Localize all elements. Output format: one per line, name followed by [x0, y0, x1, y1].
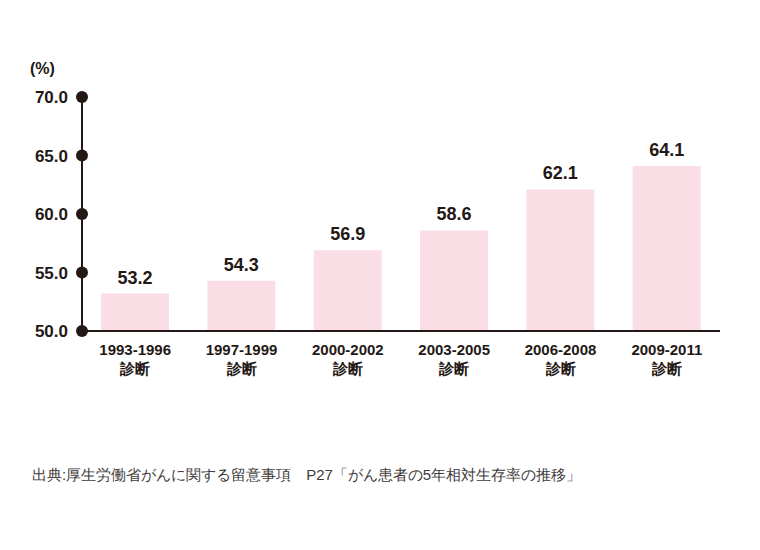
- svg-text:1993-1996診断: 1993-1996診断: [99, 341, 171, 377]
- svg-text:2009-2011診断: 2009-2011診断: [631, 341, 702, 377]
- svg-text:2006-2008診断: 2006-2008診断: [525, 341, 597, 377]
- svg-text:2003-2005診断: 2003-2005診断: [418, 341, 490, 377]
- svg-text:64.1: 64.1: [649, 140, 684, 160]
- svg-text:56.9: 56.9: [330, 224, 365, 244]
- svg-text:70.0: 70.0: [35, 88, 68, 107]
- svg-text:58.6: 58.6: [436, 204, 471, 224]
- svg-text:1997-1999診断: 1997-1999診断: [206, 341, 278, 377]
- svg-text:65.0: 65.0: [35, 147, 68, 166]
- svg-text:53.2: 53.2: [117, 268, 152, 288]
- svg-text:54.3: 54.3: [224, 255, 259, 275]
- svg-text:50.0: 50.0: [35, 322, 68, 341]
- svg-text:60.0: 60.0: [35, 205, 68, 224]
- svg-text:62.1: 62.1: [543, 163, 578, 183]
- svg-text:2000-2002診断: 2000-2002診断: [312, 341, 384, 377]
- html-text:出典:厚生労働省がんに関する留意事項 P27「がん患者の5年: 出典:厚生労働省がんに関する留意事項 P27「がん患者の5年相対生存率の推移」: [32, 466, 582, 483]
- svg-text:55.0: 55.0: [35, 264, 68, 283]
